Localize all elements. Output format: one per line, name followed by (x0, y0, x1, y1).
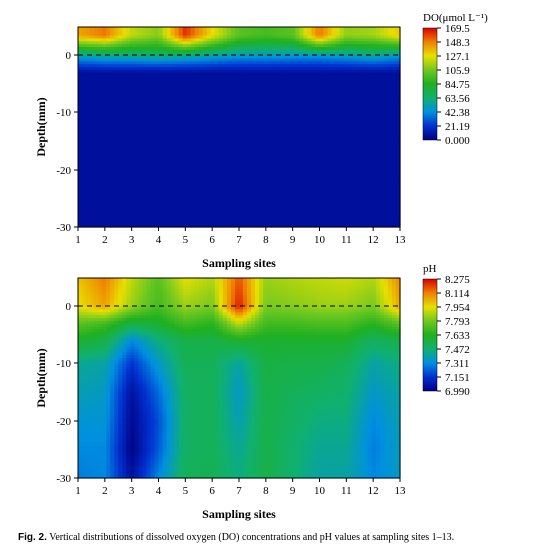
do-heatmap-cells (78, 27, 401, 228)
do-panel: 0 -10 -20 -30 1 2 3 4 5 6 7 8 9 10 11 12 13 Depth(mm… (34, 12, 488, 270)
